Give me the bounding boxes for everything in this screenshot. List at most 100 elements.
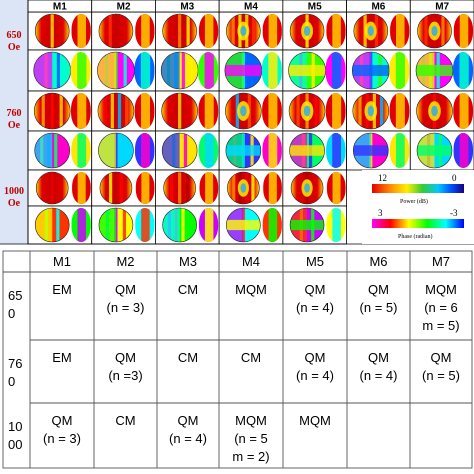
- power-map-cell: [91, 169, 156, 207]
- phase-map-cell: [91, 205, 156, 245]
- table-cell: (n = 5: [234, 431, 268, 446]
- phase-map-cell: [27, 130, 93, 171]
- table-cell: MQM: [299, 413, 331, 428]
- table-cell: (n = 6: [424, 300, 458, 315]
- table-column-header: M4: [242, 254, 260, 269]
- power-colorbar: [372, 184, 464, 193]
- table-cell: (n = 4): [296, 368, 334, 383]
- table-cell: CM: [241, 350, 261, 365]
- power-map-cell: [218, 169, 284, 207]
- phase-map-cell: [409, 130, 474, 171]
- power-min-label: 0: [452, 173, 457, 183]
- table-row-label: 0: [8, 374, 15, 389]
- phase-map-cell: [282, 130, 347, 171]
- field-label-column: [0, 0, 28, 244]
- field-label-unit: Oe: [8, 42, 21, 53]
- figure-column-header: M1: [53, 2, 67, 13]
- power-max-label: 12: [378, 173, 387, 183]
- table-cell: QM: [305, 350, 326, 365]
- power-map-cell: [282, 90, 347, 132]
- field-label-unit: Oe: [8, 198, 21, 209]
- legend: 12 0 Power (dB) 3 -3 Phase (radian): [362, 170, 474, 244]
- table-column-header: M5: [306, 254, 324, 269]
- table-cell: (n = 4): [169, 431, 207, 446]
- phase-axis-label: Phase (radian): [398, 233, 433, 240]
- table-cell: MQM: [235, 413, 267, 428]
- table-cell: QM: [368, 350, 389, 365]
- power-map-cell: [409, 11, 474, 51]
- phase-max-label: 3: [378, 208, 383, 218]
- phase-map-cell: [282, 205, 347, 245]
- table-row-label: 76: [8, 356, 22, 371]
- figure-grid: [27, 11, 474, 245]
- phase-map-cell: [155, 49, 220, 92]
- power-map-cell: [155, 90, 220, 132]
- power-map-cell: [346, 11, 411, 51]
- power-axis-label: Power (dB): [400, 198, 428, 205]
- table-cell: QM: [115, 350, 136, 365]
- power-map-cell: [218, 90, 284, 132]
- phase-map-cell: [155, 130, 220, 171]
- phase-map-cell: [218, 205, 284, 245]
- figure-column-header: M4: [244, 2, 258, 13]
- table-cell: m = 2): [232, 449, 269, 464]
- table-cell: (n = 5): [360, 300, 398, 315]
- table-row-label: 00: [8, 437, 22, 452]
- power-map-cell: [346, 90, 411, 132]
- table-cell: CM: [115, 413, 135, 428]
- phase-map-cell: [218, 130, 284, 171]
- table-cell: QM: [431, 350, 452, 365]
- table-cell: (n = 5): [422, 368, 460, 383]
- phase-map-cell: [282, 49, 347, 92]
- mode-table: M1 M2 M3 M4 M5 M6 M7 65 0 EM QM (n = 3) CM MQM QM (n = …: [2, 250, 473, 469]
- figure-column-headers: M1 M2 M3 M4 M5 M6 M7: [27, 0, 474, 13]
- table-cell: EM: [52, 350, 72, 365]
- phase-min-label: -3: [450, 208, 458, 218]
- power-map-cell: [155, 11, 220, 51]
- table-cell: QM: [115, 282, 136, 297]
- power-map-cell: [27, 11, 93, 51]
- power-map-cell: [409, 90, 474, 132]
- figure-column-header: M3: [180, 2, 194, 13]
- phase-map-cell: [91, 49, 156, 92]
- table-column-header: M3: [179, 254, 197, 269]
- power-map-cell: [155, 169, 220, 207]
- table-cell: QM: [368, 282, 389, 297]
- phase-map-cell: [346, 130, 411, 171]
- phase-map-cell: [27, 49, 93, 92]
- field-label-value: 650: [7, 30, 22, 41]
- table-cell: (n = 3): [43, 431, 81, 446]
- phase-map-cell: [155, 205, 220, 245]
- phase-map-cell: [27, 205, 93, 245]
- field-label-value: 760: [7, 108, 22, 119]
- table-cell: QM: [178, 413, 199, 428]
- table-column-header: M2: [116, 254, 134, 269]
- power-map-cell: [91, 90, 156, 132]
- table-cell: MQM: [425, 282, 457, 297]
- table-cell: (n =3): [108, 368, 142, 383]
- table-cell: (n = 3): [107, 300, 145, 315]
- table-cell: EM: [52, 282, 72, 297]
- field-label-value: 1000: [4, 186, 24, 197]
- table-column-header: M6: [369, 254, 387, 269]
- phase-map-cell: [346, 49, 411, 92]
- table-cell: m = 5): [422, 318, 459, 333]
- table-row-label: 0: [8, 306, 15, 321]
- figure-column-header: M7: [435, 2, 449, 13]
- table-cell: QM: [305, 282, 326, 297]
- phase-map-cell: [91, 130, 156, 171]
- figure-column-header: M5: [308, 2, 322, 13]
- table-cell: (n = 4): [360, 368, 398, 383]
- table-row-label: 10: [8, 419, 22, 434]
- figure-column-header: M2: [117, 2, 131, 13]
- table-cell: CM: [178, 282, 198, 297]
- power-map-cell: [27, 90, 93, 132]
- phase-map-cell: [218, 49, 284, 92]
- figure-column-header: M6: [371, 2, 385, 13]
- power-map-cell: [27, 169, 93, 207]
- table-row-label: 65: [8, 288, 22, 303]
- power-map-cell: [91, 11, 156, 51]
- field-label-unit: Oe: [8, 120, 21, 131]
- table-cell: QM: [52, 413, 73, 428]
